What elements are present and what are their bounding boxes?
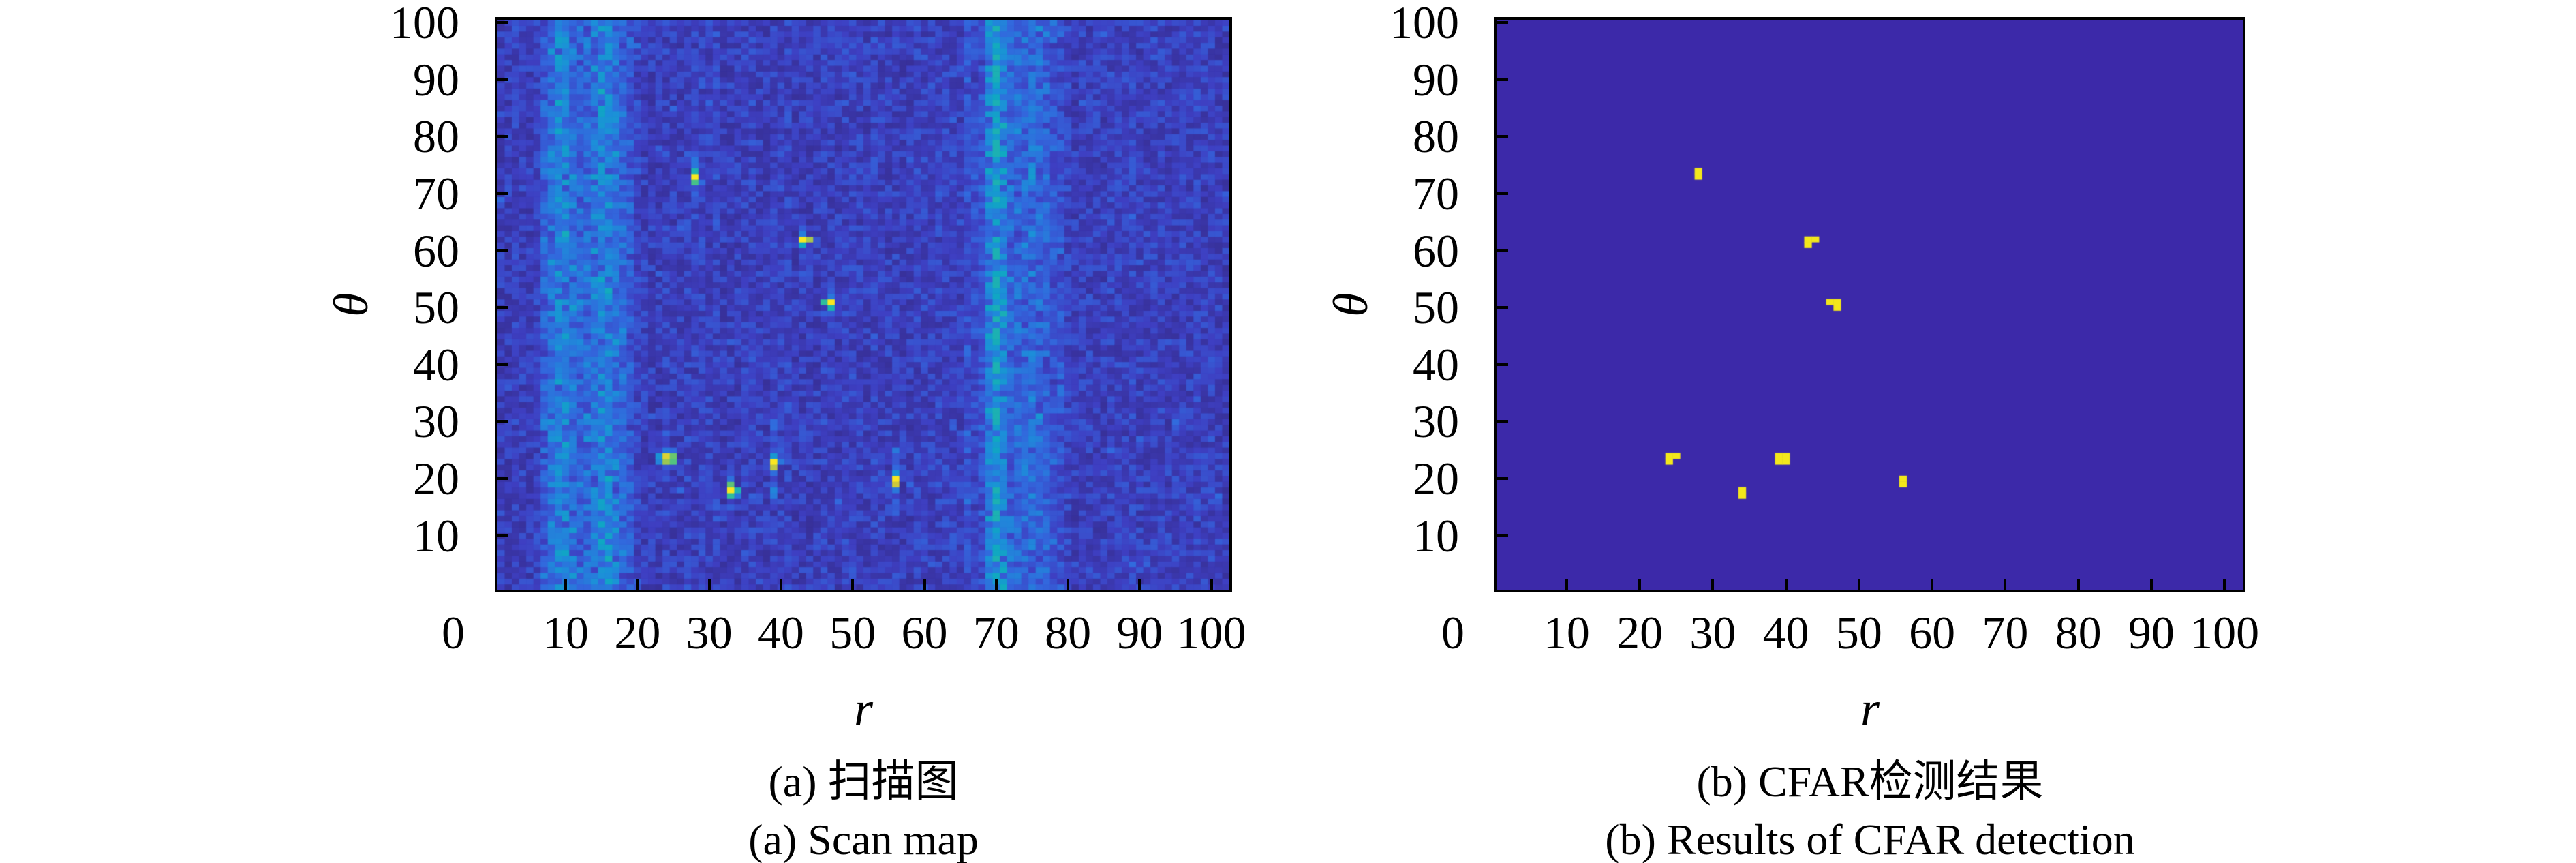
x-tick-label: 70: [972, 607, 1019, 658]
x-tick-mark: [564, 579, 568, 590]
y-tick-label: 90: [1413, 53, 1459, 106]
y-tick-mark: [497, 21, 508, 25]
x-tick-mark: [2004, 579, 2007, 590]
y-tick-mark: [1497, 135, 1508, 138]
y-tick-label: 50: [413, 282, 459, 334]
y-tick-label: 100: [390, 0, 459, 49]
caption-english: (a) Scan map: [748, 815, 979, 863]
x-tick-mark: [1857, 579, 1860, 590]
x-tick-label: 100: [1176, 607, 1246, 658]
y-tick-mark: [1497, 78, 1508, 81]
x-tick-label: 90: [2128, 607, 2175, 658]
x-tick-mark: [779, 579, 782, 590]
x-tick-mark: [707, 579, 711, 590]
y-tick-label: 10: [1413, 509, 1459, 562]
y-tick-mark: [497, 306, 508, 309]
y-tick-mark: [497, 363, 508, 366]
x-tick-label: 20: [1616, 607, 1663, 658]
y-axis-title: θ: [1323, 292, 1378, 317]
y-tick-label: 70: [1413, 167, 1459, 219]
x-tick-mark: [923, 579, 926, 590]
y-tick-label: 80: [1413, 110, 1459, 163]
y-tick-label: 50: [1413, 282, 1459, 334]
y-tick-label: 30: [413, 395, 459, 448]
x-tick-label: 70: [1982, 607, 2029, 658]
x-tick-mark: [2223, 579, 2226, 590]
x-tick-label: 20: [614, 607, 661, 658]
x-tick-label: 100: [2190, 607, 2260, 658]
y-tick-mark: [1497, 249, 1508, 252]
x-tick-mark: [851, 579, 855, 590]
x-tick-label: 10: [1543, 607, 1590, 658]
x-tick-label: 60: [901, 607, 948, 658]
scan-map-heatmap: [497, 20, 1229, 590]
caption-chinese: (a) 扫描图: [768, 757, 959, 806]
x-tick-label: 50: [829, 607, 876, 658]
x-tick-label: 0: [442, 607, 465, 658]
x-tick-mark: [1210, 579, 1213, 590]
y-tick-label: 70: [413, 167, 459, 219]
x-tick-label: 90: [1116, 607, 1163, 658]
y-tick-label: 10: [413, 509, 459, 562]
caption-english: (b) Results of CFAR detection: [1605, 815, 2135, 863]
y-tick-mark: [1497, 534, 1508, 537]
y-tick-mark: [497, 192, 508, 195]
y-tick-mark: [1497, 420, 1508, 423]
y-tick-mark: [497, 249, 508, 252]
x-tick-label: 30: [1689, 607, 1736, 658]
y-tick-label: 90: [413, 53, 459, 106]
x-axis-title: r: [1860, 682, 1880, 736]
x-tick-mark: [1711, 579, 1715, 590]
x-tick-mark: [1565, 579, 1568, 590]
scan-map-plot-area: [495, 17, 1232, 592]
y-tick-mark: [497, 420, 508, 423]
x-tick-label: 30: [686, 607, 733, 658]
x-tick-mark: [1931, 579, 1934, 590]
y-tick-mark: [1497, 476, 1508, 480]
y-tick-label: 60: [413, 224, 459, 277]
y-tick-mark: [1497, 21, 1508, 25]
y-tick-mark: [497, 135, 508, 138]
x-tick-mark: [1638, 579, 1642, 590]
y-tick-label: 100: [1390, 0, 1459, 49]
x-tick-mark: [636, 579, 639, 590]
y-tick-mark: [497, 476, 508, 480]
x-tick-mark: [2149, 579, 2153, 590]
y-tick-label: 30: [1413, 395, 1459, 448]
y-tick-mark: [497, 534, 508, 537]
x-tick-mark: [994, 579, 998, 590]
y-tick-mark: [1497, 363, 1508, 366]
x-tick-label: 0: [1441, 607, 1465, 658]
y-tick-mark: [497, 78, 508, 81]
x-tick-mark: [1067, 579, 1070, 590]
x-tick-label: 60: [1909, 607, 1956, 658]
cfar-heatmap: [1497, 20, 2243, 590]
y-axis-tick-labels: 10 20 30 40 50 60 70 80 90 100: [1219, 0, 1459, 590]
x-tick-mark: [1138, 579, 1141, 590]
y-tick-label: 20: [413, 452, 459, 504]
x-axis-title: r: [853, 682, 874, 736]
cfar-plot-area: [1494, 17, 2245, 592]
y-tick-label: 60: [1413, 224, 1459, 277]
x-tick-label: 10: [542, 607, 589, 658]
x-tick-label: 40: [757, 607, 804, 658]
x-tick-label: 40: [1762, 607, 1809, 658]
y-tick-label: 80: [413, 110, 459, 163]
x-tick-mark: [2076, 579, 2080, 590]
y-tick-mark: [1497, 192, 1508, 195]
x-tick-label: 80: [1045, 607, 1092, 658]
caption-chinese: (b) CFAR检测结果: [1696, 757, 2044, 806]
y-tick-label: 20: [1413, 452, 1459, 504]
y-axis-tick-labels: 10 20 30 40 50 60 70 80 90 100: [219, 0, 459, 590]
y-tick-mark: [1497, 306, 1508, 309]
x-tick-label: 80: [2055, 607, 2102, 658]
y-axis-title: θ: [324, 292, 378, 317]
x-tick-mark: [1784, 579, 1788, 590]
y-tick-label: 40: [1413, 338, 1459, 391]
x-tick-label: 50: [1835, 607, 1882, 658]
y-tick-label: 40: [413, 338, 459, 391]
